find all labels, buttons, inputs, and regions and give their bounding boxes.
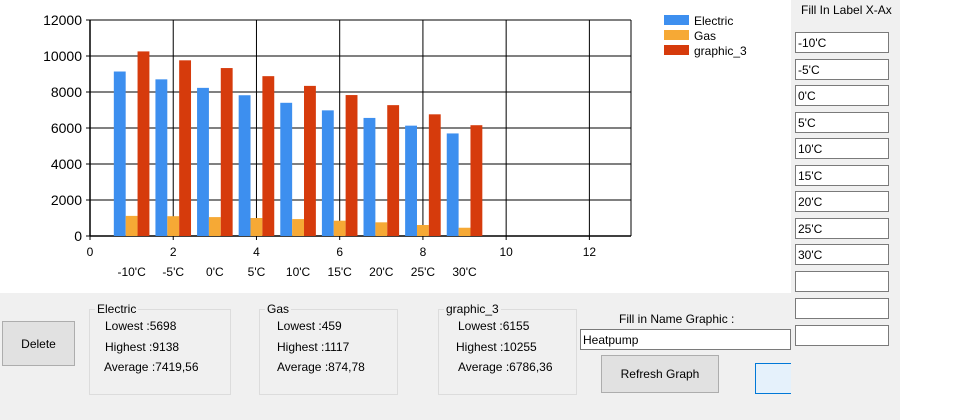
category-label: 10'C [286,265,311,279]
xaxis-label-input-6[interactable] [795,165,889,186]
legend-label: Gas [694,29,716,43]
x-tick-label: 12 [583,245,597,259]
bar-gas [375,222,388,236]
legend-label: graphic_3 [694,44,747,58]
gas-highest: Highest :1117 [277,340,350,354]
y-tick-label: 10000 [43,48,82,64]
bar-electric [197,87,209,236]
bar-gas [250,218,263,236]
category-label: -10'C [117,265,146,279]
category-label: 15'C [328,265,353,279]
gas-lowest: Lowest :459 [277,319,342,333]
category-label: 25'C [411,265,436,279]
electric-group-title: Electric [95,302,139,316]
xaxis-label-input-11[interactable] [795,298,889,319]
electric-average: Average :7419,56 [104,360,199,374]
bar-graphic-3 [179,60,192,236]
xaxis-label-input-7[interactable] [795,191,889,212]
legend-swatch [664,45,689,55]
category-label: 0'C [206,265,224,279]
bar-electric [155,79,168,236]
y-tick-label: 4000 [51,156,82,172]
xaxis-labels-panel: Fill In Label X-Ax [791,0,900,420]
y-tick-label: 12000 [43,12,82,28]
graphic3-average: Average :6786,36 [458,360,553,374]
electric-lowest: Lowest :5698 [105,319,177,333]
bar-gas [416,225,429,236]
bar-graphic-3 [220,68,233,236]
bar-graphic-3 [428,114,441,236]
graphic3-highest: Highest :10255 [456,340,537,354]
xaxis-label-input-3[interactable] [795,85,889,106]
bar-electric [363,117,376,236]
bar-graphic-3 [470,125,483,236]
bar-electric [113,71,126,237]
x-tick-label: 10 [499,245,513,259]
x-tick-label: 2 [170,245,177,259]
bar-gas [458,227,471,236]
x-tick-label: 6 [336,245,343,259]
bar-gas [292,219,305,236]
bar-graphic-3 [262,76,275,236]
xaxis-label-input-9[interactable] [795,244,889,265]
category-label: 20'C [369,265,394,279]
y-tick-label: 2000 [51,192,82,208]
y-tick-label: 6000 [51,120,82,136]
x-tick-label: 8 [420,245,427,259]
xaxis-label-input-12[interactable] [795,325,889,346]
xaxis-label-input-4[interactable] [795,112,889,133]
category-label: 5'C [248,265,266,279]
bar-gas [125,215,138,236]
category-label: -5'C [162,265,184,279]
name-graphic-label: Fill in Name Graphic : [619,312,735,326]
legend-swatch [664,15,689,25]
bar-graphic-3 [137,51,150,236]
xaxis-label-input-8[interactable] [795,218,889,239]
electric-highest: Highest :9138 [105,340,180,354]
xaxis-label-input-10[interactable] [795,271,889,292]
legend-label: Electric [694,14,733,28]
legend-swatch [664,30,689,40]
gas-average: Average :874,78 [277,360,365,374]
bar-graphic-3 [304,85,316,236]
category-label: 30'C [452,265,477,279]
bar-electric [280,102,293,236]
xaxis-label-input-2[interactable] [795,59,889,80]
graphic3-lowest: Lowest :6155 [458,319,530,333]
graphic3-stats-group: graphic_3 Lowest :6155 Highest :10255 Av… [438,302,577,395]
xaxis-label-input-5[interactable] [795,138,889,159]
delete-button[interactable]: Delete [2,321,75,366]
xaxis-label-input-1[interactable] [795,32,889,53]
refresh-graph-button[interactable]: Refresh Graph [601,355,719,393]
y-tick-label: 0 [74,228,82,244]
bar-graphic-3 [387,105,400,236]
chart: 0 2000 4000 6000 8000 10000 12000 0 2 4 6 8 10 12 -10'… [43,12,747,279]
graphic3-group-title: graphic_3 [444,302,501,316]
bar-gas [333,220,346,236]
electric-stats-group: Electric Lowest :5698 Highest :9138 Aver… [89,302,231,395]
bar-graphic-3 [345,95,358,236]
name-graphic-input[interactable] [580,329,791,350]
gas-group-title: Gas [265,302,292,316]
bar-gas [167,216,180,236]
bar-electric [321,110,334,236]
xaxis-labels-title: Fill In Label X-Ax [801,3,892,17]
bar-gas [208,217,221,236]
x-tick-label: 0 [87,245,94,259]
gas-stats-group: Gas Lowest :459 Highest :1117 Average :8… [259,302,398,395]
bar-electric [405,125,417,236]
bar-electric [446,133,459,236]
y-tick-label: 8000 [51,84,82,100]
bar-electric [238,95,251,237]
bottom-panel: Delete Electric Lowest :5698 Highest :91… [0,293,900,420]
x-tick-label: 4 [253,245,260,259]
